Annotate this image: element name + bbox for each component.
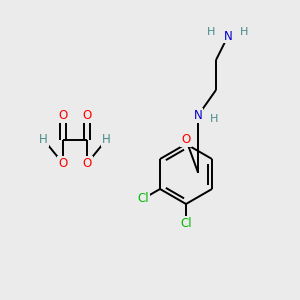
- Text: O: O: [58, 109, 68, 122]
- Text: Cl: Cl: [137, 192, 149, 205]
- Text: H: H: [210, 113, 219, 124]
- Text: O: O: [82, 109, 91, 122]
- Text: N: N: [194, 109, 202, 122]
- Text: O: O: [182, 133, 190, 146]
- Text: O: O: [58, 157, 68, 170]
- Text: H: H: [240, 27, 249, 38]
- Text: H: H: [39, 133, 48, 146]
- Text: H: H: [206, 27, 215, 38]
- Text: Cl: Cl: [180, 217, 192, 230]
- Text: O: O: [82, 157, 91, 170]
- Text: H: H: [102, 133, 111, 146]
- Text: N: N: [224, 29, 232, 43]
